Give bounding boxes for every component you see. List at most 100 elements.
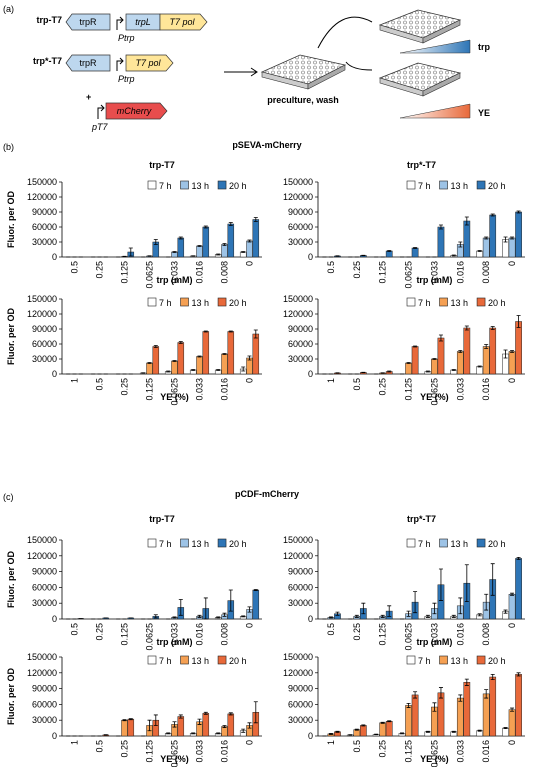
x-tick-label: 1 — [326, 740, 336, 745]
x-tick-label: 0.016 — [195, 261, 205, 284]
error-bar — [503, 727, 508, 730]
error-bar — [380, 372, 385, 374]
y-tick-label: 30000 — [32, 598, 57, 608]
error-bar — [335, 611, 340, 616]
legend-swatch — [476, 297, 486, 307]
x-tick-label: 0.5 — [70, 623, 80, 636]
bar — [463, 682, 471, 737]
bar — [437, 226, 445, 258]
legend-swatch — [406, 297, 416, 307]
y-tick-label: 0 — [52, 731, 57, 741]
error-bar — [387, 720, 392, 723]
bar — [227, 223, 235, 258]
error-bar — [153, 714, 158, 726]
legend-swatch — [406, 180, 416, 190]
x-tick-label: 1 — [70, 378, 80, 383]
error-bar — [122, 719, 127, 722]
error-bar — [191, 369, 196, 371]
error-bar — [484, 236, 489, 240]
x-tick-label: 0.25 — [352, 623, 362, 641]
promoter-arrow — [97, 104, 105, 119]
error-bar — [438, 334, 443, 342]
legend-label: 7 h — [159, 298, 172, 308]
x-tick-label: 0.016 — [220, 378, 230, 401]
x-tick-label: 0.125 — [120, 623, 130, 646]
x-tick-label: 0.25 — [378, 378, 388, 396]
gradient-label: trp — [478, 42, 490, 52]
error-bar — [477, 365, 482, 368]
error-bar — [247, 355, 252, 361]
x-tick-label: 0.5 — [95, 740, 105, 753]
y-tick-label: 90000 — [288, 684, 313, 694]
y-tick-label: 150000 — [27, 535, 57, 545]
x-tick-label: 0.008 — [220, 623, 230, 646]
legend-swatch — [180, 655, 189, 665]
x-tick-label: 0 — [245, 623, 255, 628]
y-tick-label: 30000 — [288, 715, 313, 725]
bar — [252, 589, 260, 620]
panel-label: (a) — [3, 4, 14, 14]
error-bar — [178, 714, 183, 719]
error-bar — [178, 341, 183, 344]
x-tick-label: 0.125 — [120, 261, 130, 284]
error-bar — [484, 689, 489, 699]
legend-label: 20 h — [488, 656, 506, 666]
y-tick-label: 60000 — [32, 339, 57, 349]
error-bar — [477, 729, 482, 732]
error-bar — [413, 247, 418, 249]
chart-title: trp*-T7 — [407, 514, 436, 524]
y-tick-label: 150000 — [27, 652, 57, 662]
x-tick-label: 0.25 — [120, 740, 130, 758]
error-bar — [387, 370, 392, 373]
legend-label: 7 h — [418, 539, 431, 549]
error-bar — [361, 371, 366, 374]
y-tick-label: 60000 — [288, 699, 313, 709]
legend-label: 7 h — [418, 298, 431, 308]
error-bar — [503, 609, 508, 614]
x-tick-label: 0.0625 — [170, 740, 180, 767]
error-bar — [413, 345, 418, 348]
step-label: preculture, wash — [267, 95, 339, 105]
error-bar — [253, 589, 258, 591]
bar — [411, 346, 419, 375]
chart: trp-T7 Fluor. per OD 0 30000 60000 90000 12000… — [6, 160, 262, 289]
error-bar — [477, 250, 482, 252]
bar — [411, 694, 419, 737]
legend-label: 20 h — [229, 539, 247, 549]
error-bar — [438, 568, 443, 601]
panel-label: (b) — [3, 142, 14, 152]
error-bar — [451, 254, 456, 257]
x-tick-label: 0.0625 — [404, 623, 414, 651]
bar — [431, 358, 438, 375]
section-title: pCDF-mCherry — [235, 489, 299, 499]
error-bar — [425, 370, 430, 373]
error-bar — [228, 222, 233, 226]
legend-swatch — [180, 538, 189, 548]
x-tick-label: 0.016 — [220, 740, 230, 763]
bar — [489, 676, 497, 737]
bar — [476, 366, 484, 375]
x-tick-label: 0.25 — [95, 261, 105, 279]
plate — [422, 72, 461, 97]
error-bar — [406, 610, 411, 617]
legend-label: 7 h — [418, 656, 431, 666]
x-tick-label: 0.016 — [455, 261, 465, 284]
x-tick-label: 0.008 — [481, 261, 491, 284]
bar — [515, 674, 522, 737]
error-bar — [451, 730, 456, 733]
legend-label: 13 h — [192, 656, 210, 666]
bar — [502, 727, 509, 737]
x-tick-label: 0.25 — [378, 740, 388, 758]
y-tick-label: 120000 — [283, 192, 313, 202]
bar — [221, 353, 228, 375]
y-tick-label: 0 — [52, 369, 57, 379]
error-bar — [425, 614, 430, 618]
x-tick-label: 0 — [507, 740, 517, 745]
x-tick-label: 0.25 — [352, 261, 362, 279]
legend-label: 13 h — [192, 539, 210, 549]
bar — [385, 721, 393, 737]
construct-name: trp*-T7 — [33, 56, 62, 66]
x-tick-label: 0.016 — [481, 740, 491, 763]
x-tick-label: 0.0625 — [145, 261, 155, 289]
error-bar — [354, 728, 359, 731]
